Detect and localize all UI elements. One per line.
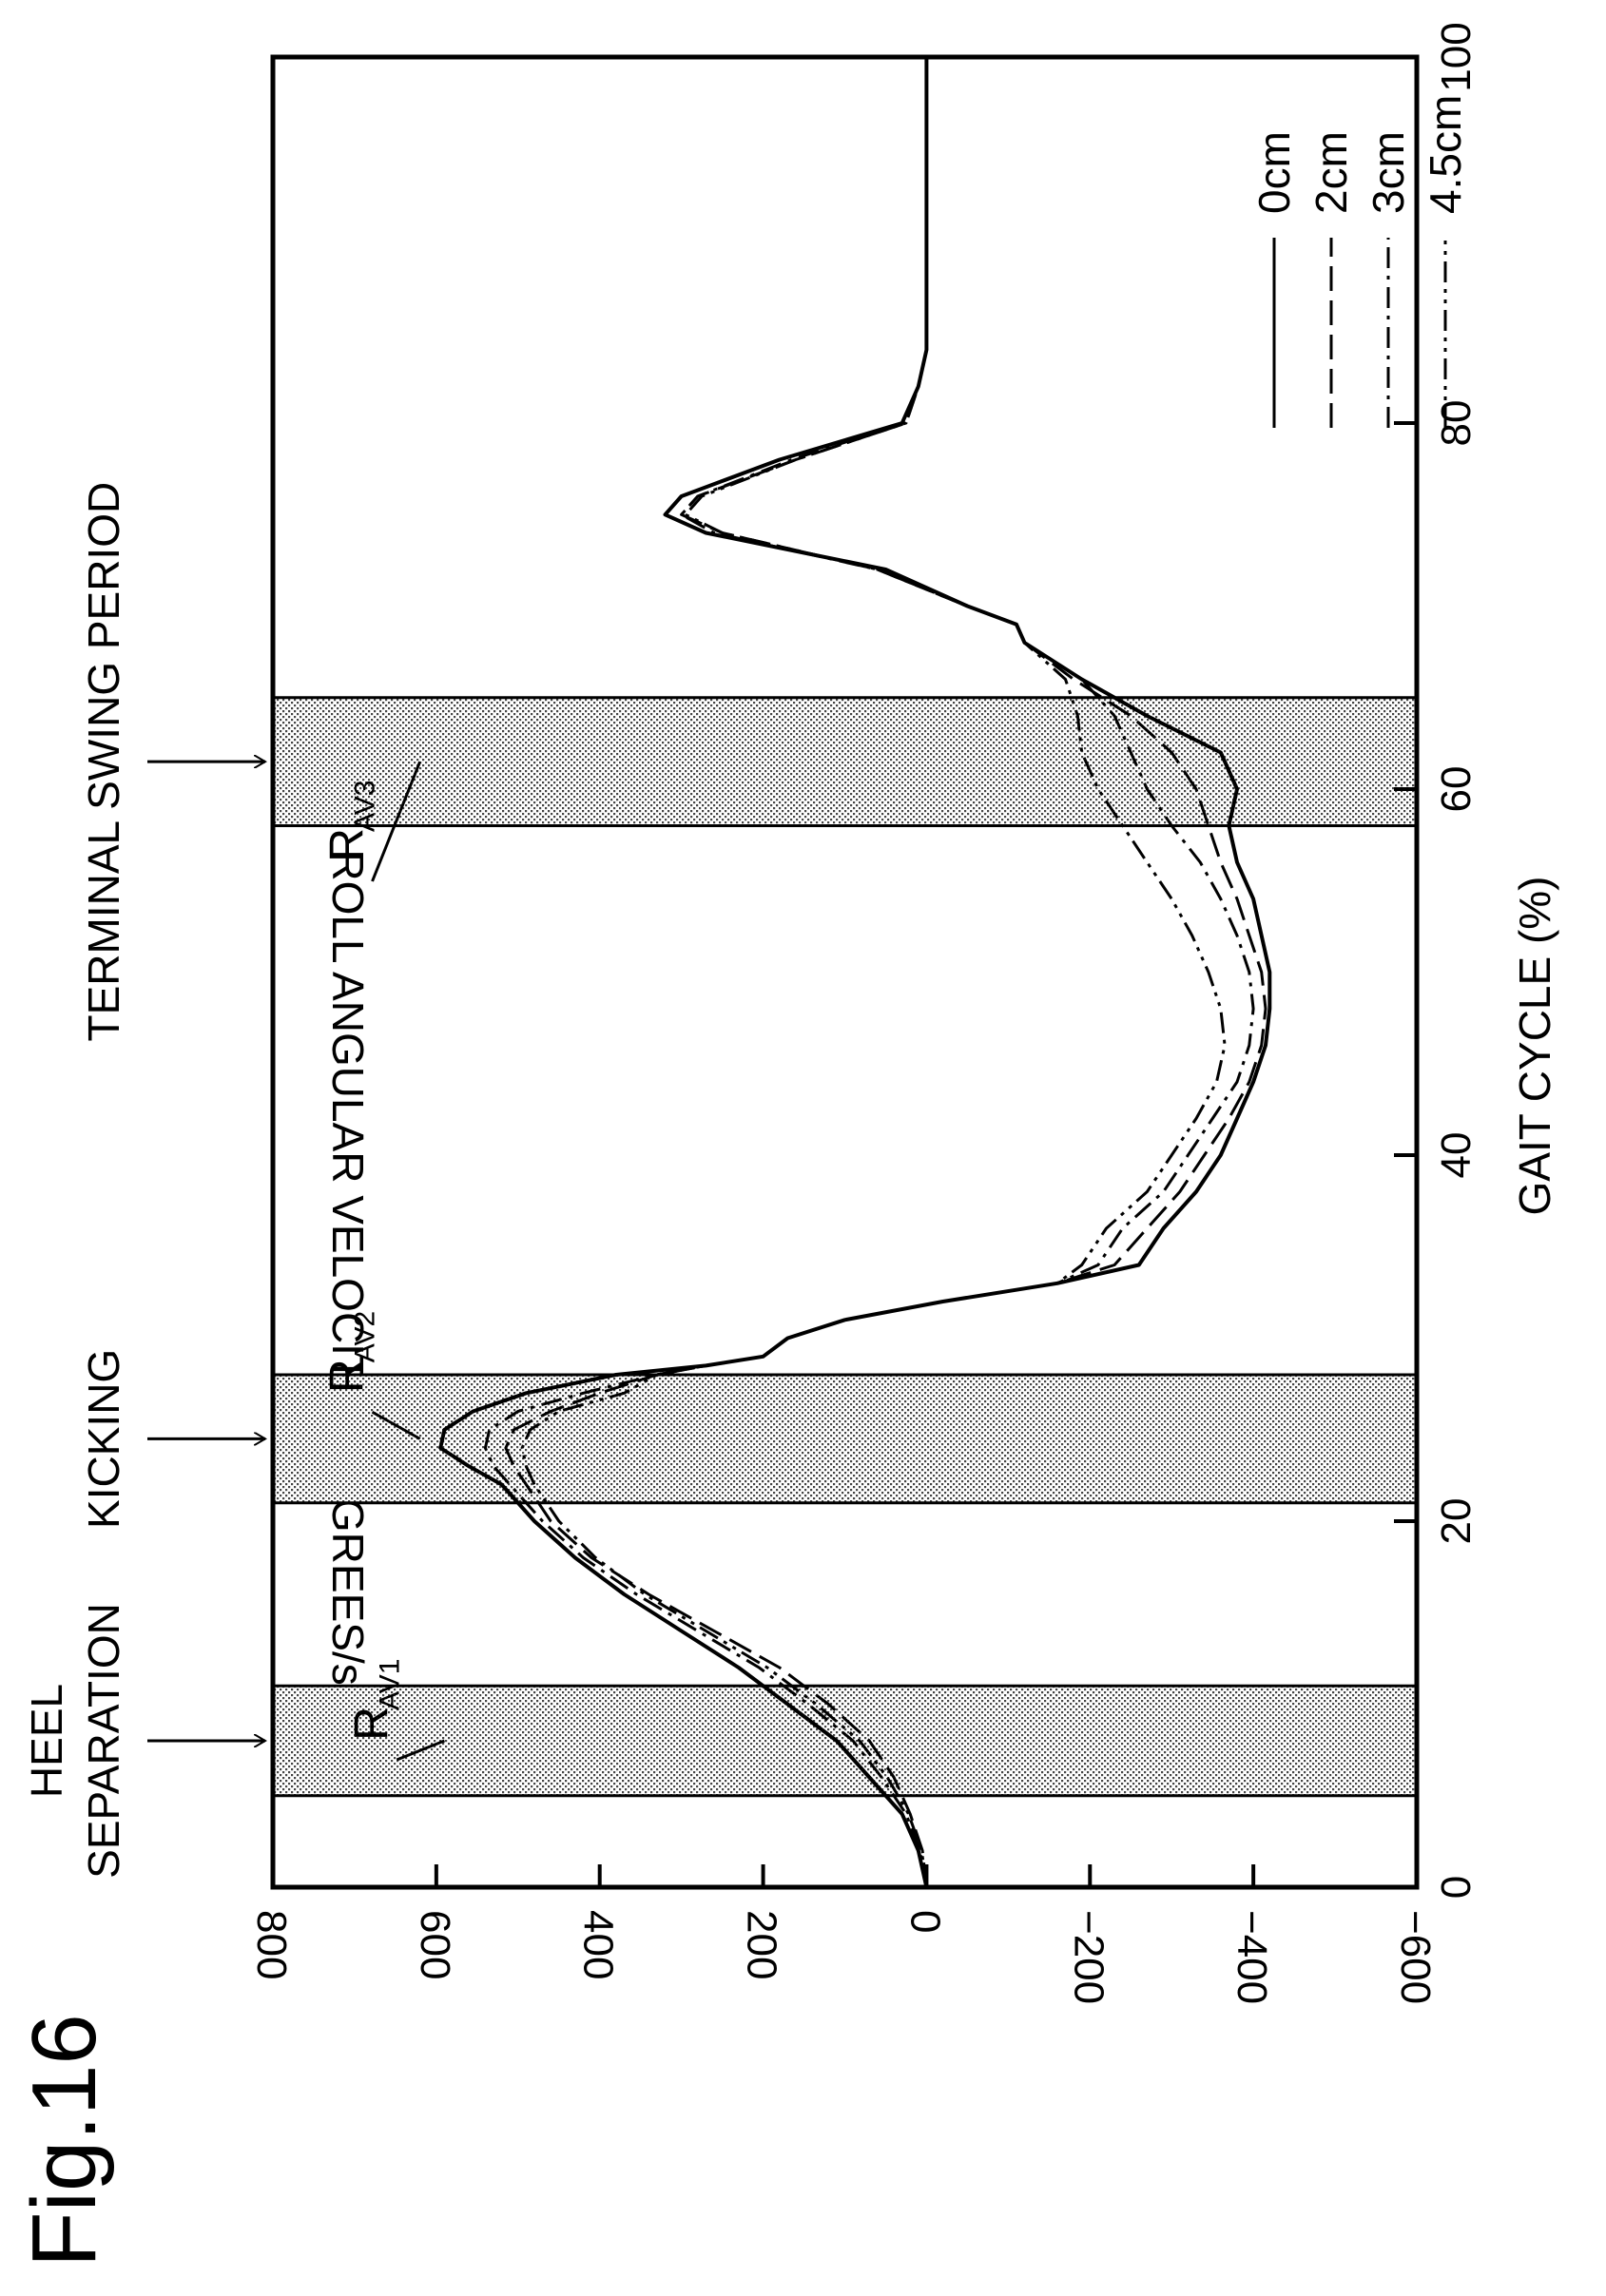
x-tick-label-40: 40 (1433, 1132, 1480, 1179)
annotation-label-1-0: KICKING (79, 1349, 128, 1529)
legend: 0cm 2cm 3cm 4.5cm (1249, 95, 1470, 428)
region-label-subscript: AV2 (350, 1311, 381, 1362)
region-leader-av1 (396, 1739, 446, 1762)
series-line-3cm (483, 57, 1255, 1888)
y-tick-label-600: 600 (412, 1910, 458, 1979)
x-tick-label-80: 80 (1433, 400, 1480, 447)
region-leader-av2 (371, 1410, 421, 1440)
x-tick-label-0: 0 (1433, 1876, 1480, 1899)
y-axis-title: ROLL ANGULAR VELOCITY (DEGREES/sec) (323, 849, 373, 1746)
legend-label-3: 4.5cm (1421, 95, 1470, 214)
figure-label: Fig.16 (13, 2014, 115, 2267)
x-axis-title: GAIT CYCLE (%) (1510, 877, 1559, 1216)
annotation-label-0-0: HEEL (22, 1684, 71, 1798)
y-tick-label-0: 0 (901, 1910, 948, 1933)
x-tick-label-100: 100 (1433, 22, 1480, 91)
y-tick-label-400: 400 (575, 1910, 622, 1979)
ticks-layer: 800 600 400 200 0 −200 −400 −600 0 20 40 60 80 100 (248, 22, 1480, 2004)
series-line-0cm (438, 57, 1272, 1888)
x-tick-label-60: 60 (1433, 766, 1480, 813)
y-tick-label--400: −400 (1229, 1910, 1275, 2004)
y-tick-label--200: −200 (1065, 1910, 1112, 2004)
region-leader-av3 (371, 761, 422, 882)
series-line-4-5cm (520, 57, 1227, 1888)
region-label-main: R (320, 1359, 374, 1393)
annotation-label-0-1: SEPARATION (79, 1603, 128, 1879)
x-tick-label-20: 20 (1433, 1498, 1480, 1545)
region-label-subscript: AV1 (374, 1659, 405, 1710)
arrows-layer: HEEL SEPARATION KICKING TERMINAL SWING PERI… (22, 482, 265, 1879)
legend-label-0: 0cm (1249, 131, 1299, 214)
legend-label-1: 2cm (1306, 131, 1356, 214)
region-band-av3 (271, 696, 1419, 827)
regions-layer (271, 696, 1419, 1798)
series-layer (438, 57, 1272, 1888)
region-band-av2 (271, 1373, 1419, 1505)
region-label-subscript: AV3 (350, 781, 381, 832)
legend-label-2: 3cm (1364, 131, 1413, 214)
series-line-2cm (504, 57, 1267, 1888)
region-band-av1 (271, 1684, 1419, 1798)
annotation-label-2-0: TERMINAL SWING PERIOD (79, 482, 128, 1042)
region-label-main: R (344, 1707, 397, 1741)
y-tick-label-800: 800 (248, 1910, 295, 1979)
region-label-main: R (320, 828, 374, 862)
y-tick-label--600: −600 (1392, 1910, 1439, 2004)
y-tick-label-200: 200 (739, 1910, 785, 1979)
plot-frame (270, 54, 1420, 1890)
